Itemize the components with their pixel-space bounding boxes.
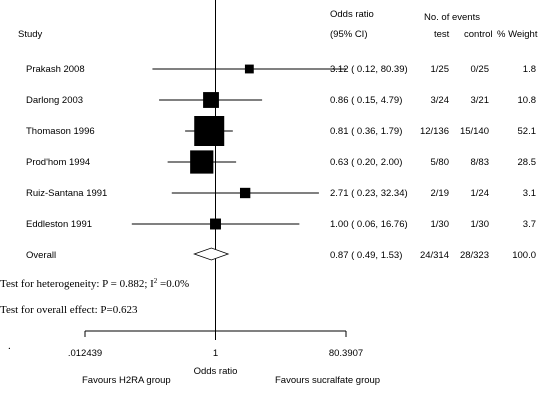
study-control-events: 0/25	[471, 64, 490, 75]
overall-or-text: 0.87 ( 0.49, 1.53)	[330, 250, 402, 261]
header-ci: (95% CI)	[330, 29, 367, 40]
study-weight: 28.5	[518, 157, 537, 168]
study-name: Prod'hom 1994	[26, 157, 90, 168]
study-box	[190, 150, 214, 174]
study-box	[194, 116, 225, 146]
study-weight: 3.1	[523, 188, 536, 199]
study-or-text: 0.86 ( 0.15, 4.79)	[330, 95, 402, 106]
overall-test-events: 24/314	[420, 250, 449, 261]
favours-left-label: Favours H2RA group	[82, 375, 171, 386]
x-axis-label: Odds ratio	[194, 366, 238, 377]
study-name: Eddleston 1991	[26, 219, 92, 230]
header-weight: % Weight	[497, 29, 538, 40]
study-test-events: 3/24	[431, 95, 450, 106]
study-control-events: 1/30	[471, 219, 490, 230]
study-or-text: 0.63 ( 0.20, 2.00)	[330, 157, 402, 168]
study-or-text: 3.12 ( 0.12, 80.39)	[330, 64, 408, 75]
x-tick-label: .012439	[68, 348, 102, 359]
overall-control-events: 28/323	[460, 250, 489, 261]
study-weight: 1.8	[523, 64, 536, 75]
study-name: Prakash 2008	[26, 64, 85, 75]
x-tick-label: 1	[213, 348, 218, 359]
study-test-events: 5/80	[431, 157, 450, 168]
study-or-text: 2.71 ( 0.23, 32.34)	[330, 188, 408, 199]
study-control-events: 3/21	[471, 95, 490, 106]
x-tick-label: 80.3907	[329, 348, 363, 359]
overall-effect-test: Test for overall effect: P=0.623	[0, 304, 138, 316]
overall-diamond	[193, 247, 230, 261]
header-control: control	[464, 29, 493, 40]
study-weight: 3.7	[523, 219, 536, 230]
overall-weight: 100.0	[512, 250, 536, 261]
x-axis-ticks: .012439 1 80.3907	[68, 331, 363, 359]
study-box	[239, 187, 251, 199]
stray-mark: .	[8, 340, 11, 352]
study-box	[244, 64, 254, 74]
study-control-events: 8/83	[471, 157, 490, 168]
study-or-text: 0.81 ( 0.36, 1.79)	[330, 126, 402, 137]
study-test-events: 1/30	[431, 219, 450, 230]
study-test-events: 1/25	[431, 64, 450, 75]
study-weight: 10.8	[518, 95, 537, 106]
study-name: Darlong 2003	[26, 95, 83, 106]
study-box	[210, 218, 221, 230]
header-study: Study	[18, 29, 43, 40]
header-events: No. of events	[424, 12, 480, 23]
study-control-events: 15/140	[460, 126, 489, 137]
study-box	[203, 92, 219, 108]
overall-label: Overall	[26, 250, 56, 261]
study-test-events: 2/19	[431, 188, 450, 199]
study-weight: 52.1	[518, 126, 537, 137]
study-control-events: 1/24	[471, 188, 490, 199]
study-or-text: 1.00 ( 0.06, 16.76)	[330, 219, 408, 230]
study-name: Thomason 1996	[26, 126, 95, 137]
study-name: Ruiz-Santana 1991	[26, 188, 107, 199]
heterogeneity-test: Test for heterogeneity: P = 0.882; I2 =0…	[0, 277, 189, 290]
header-test: test	[434, 29, 450, 40]
header-odds-ratio: Odds ratio	[330, 9, 374, 20]
favours-right-label: Favours sucralfate group	[275, 375, 380, 386]
study-test-events: 12/136	[420, 126, 449, 137]
